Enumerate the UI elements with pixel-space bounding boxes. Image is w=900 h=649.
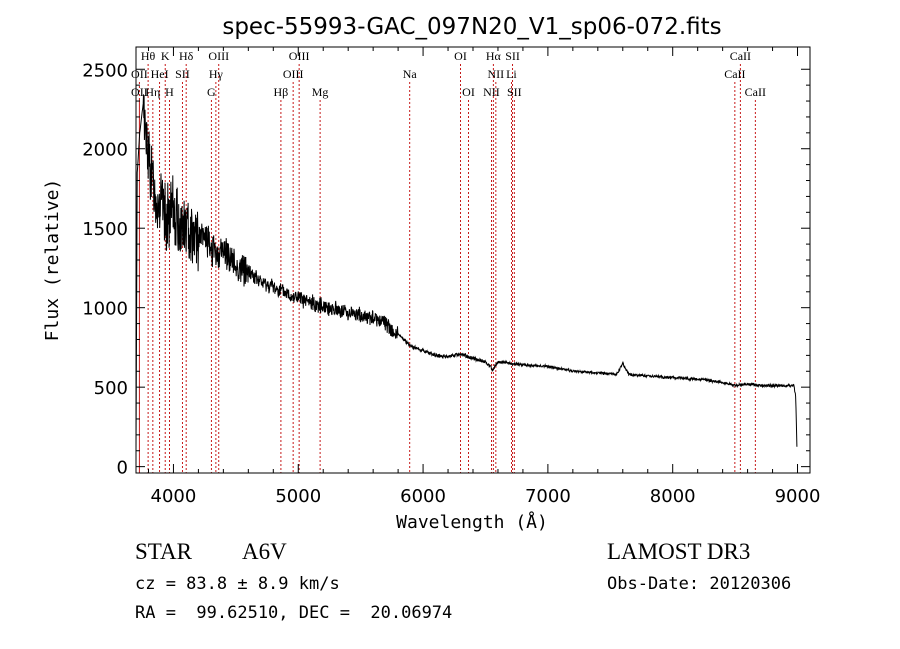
line-label: SII xyxy=(175,67,190,81)
chart-title: spec-55993-GAC_097N20_V1_sp06-072.fits xyxy=(222,14,721,40)
x-tick-label: 9000 xyxy=(775,486,821,507)
x-tick-label: 5000 xyxy=(275,486,321,507)
line-label: K xyxy=(161,49,170,63)
x-tick-label: 4000 xyxy=(151,486,197,507)
y-tick-label: 500 xyxy=(94,378,128,399)
y-tick-label: 0 xyxy=(117,458,128,479)
y-tick-label: 1500 xyxy=(82,219,128,240)
line-label: Hα xyxy=(486,49,502,63)
line-label: Na xyxy=(403,67,418,81)
x-tick-label: 6000 xyxy=(400,486,446,507)
x-tick-label: 7000 xyxy=(525,486,571,507)
line-label: NII xyxy=(483,85,500,99)
spectrum-line xyxy=(135,94,798,451)
line-label: CaII xyxy=(730,49,751,63)
line-label: SII xyxy=(505,49,520,63)
redshift-value: cz = 83.8 ± 8.9 km/s xyxy=(135,574,340,594)
line-label: Hδ xyxy=(179,49,194,63)
x-axis-label: Wavelength (Å) xyxy=(396,511,548,533)
line-label: CaII xyxy=(745,85,766,99)
line-label: OII xyxy=(131,67,148,81)
line-label: OIII xyxy=(208,49,229,63)
coordinates: RA = 99.62510, DEC = 20.06974 xyxy=(135,603,453,623)
y-tick-label: 2000 xyxy=(82,140,128,161)
observation-date: Obs-Date: 20120306 xyxy=(607,574,792,594)
line-label: OI xyxy=(462,85,475,99)
line-label: HeI xyxy=(151,67,169,81)
line-label: G xyxy=(207,85,216,99)
object-class: STAR xyxy=(135,539,192,564)
line-label: OIII xyxy=(283,67,304,81)
line-label: Mg xyxy=(312,85,329,99)
line-label: Hη xyxy=(145,85,160,99)
line-label: H xyxy=(165,85,174,99)
line-label: Hθ xyxy=(141,49,156,63)
axis-ticks: 4000 5000 6000 7000 8000 9000 0 500 1000 1500 2000… xyxy=(82,47,820,507)
line-label: SII xyxy=(507,85,522,99)
line-label: Hβ xyxy=(274,85,289,99)
y-tick-label: 2500 xyxy=(82,60,128,81)
line-label: NII xyxy=(488,67,505,81)
survey-name: LAMOST DR3 xyxy=(607,539,751,564)
y-axis-label: Flux (relative) xyxy=(42,179,63,342)
y-tick-label: 1000 xyxy=(82,299,128,320)
line-label: Li xyxy=(506,67,517,81)
x-tick-label: 8000 xyxy=(650,486,696,507)
line-label: OI xyxy=(454,49,467,63)
line-label: Hγ xyxy=(209,67,224,81)
line-label: OIII xyxy=(289,49,310,63)
line-label: CaII xyxy=(724,67,745,81)
spectral-subclass: A6V xyxy=(242,539,287,564)
